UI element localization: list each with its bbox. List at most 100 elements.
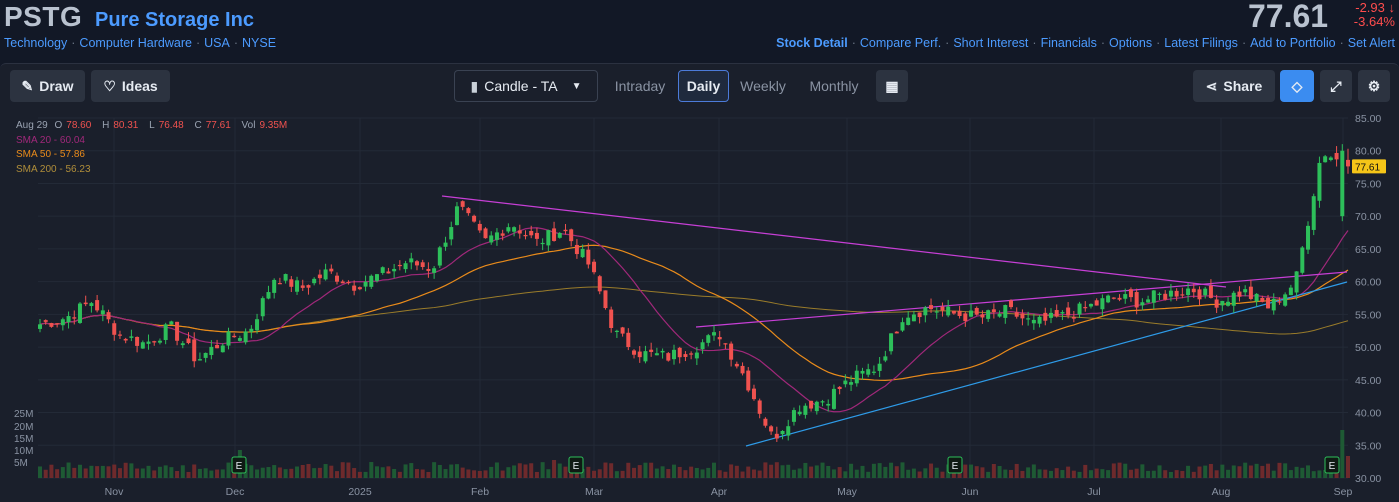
company-name[interactable]: Pure Storage Inc [95, 9, 254, 31]
expand-icon: ⤢ [1330, 77, 1342, 94]
candle-body [295, 280, 300, 292]
volume-bar [889, 462, 894, 478]
volume-bar [751, 469, 756, 478]
tab-intraday[interactable]: Intraday [614, 78, 666, 94]
candle-body [112, 323, 117, 335]
volume-bar [854, 469, 859, 478]
volume-bar [1037, 469, 1042, 478]
volume-bar [563, 466, 568, 478]
calendar-button[interactable]: ▦ [876, 70, 908, 102]
volume-bar [472, 470, 477, 478]
volume-bar [323, 464, 328, 478]
volume-bar [734, 465, 739, 478]
link-options[interactable]: Options [1109, 36, 1153, 50]
sma200-value: 56.23 [65, 163, 91, 175]
candle-body [911, 314, 916, 322]
trendline-channel [695, 271, 1348, 328]
candle-body [540, 242, 545, 245]
candle-body [757, 400, 762, 414]
volume-bar [192, 464, 197, 478]
volume-bar [432, 462, 437, 478]
candle-body [689, 353, 694, 355]
draw-button[interactable]: ✎ Draw [10, 70, 85, 102]
link-set-alert[interactable]: Set Alert [1347, 36, 1395, 50]
link-compare-perf[interactable]: Compare Perf. [859, 36, 942, 50]
category-link[interactable]: NYSE [242, 36, 277, 50]
candle-body [89, 303, 94, 307]
volume-bar [929, 463, 934, 478]
volume-bar [632, 467, 637, 478]
candle-body [335, 275, 340, 282]
volume-bar [49, 464, 54, 478]
link-latest-filings[interactable]: Latest Filings [1164, 36, 1238, 50]
candle-body [1328, 157, 1333, 160]
candle-body [843, 380, 848, 385]
candle-body [260, 298, 265, 317]
volume-bar [1026, 467, 1031, 478]
candle-body [969, 310, 974, 317]
settings-button[interactable]: ⚙ [1358, 70, 1390, 102]
volume-bar [146, 465, 151, 478]
candle-body [1111, 297, 1116, 299]
category-link[interactable]: Computer Hardware [79, 36, 192, 50]
link-short-interest[interactable]: Short Interest [953, 36, 1029, 50]
tab-monthly[interactable]: Monthly [809, 78, 859, 94]
link-add-to-portfolio[interactable]: Add to Portfolio [1250, 36, 1336, 50]
premium-button[interactable]: ◇ [1280, 70, 1314, 102]
volume-bar [1283, 463, 1288, 478]
volume-bar [694, 467, 699, 478]
tab-weekly[interactable]: Weekly [740, 78, 786, 94]
volume-bar [300, 464, 305, 478]
volume-bar [797, 468, 802, 478]
candle-body [791, 410, 796, 422]
volume-bar [774, 462, 779, 478]
last-price: 77.61 [1248, 0, 1329, 34]
share-button[interactable]: ⋖ Share [1193, 70, 1275, 102]
volume-bar [1151, 470, 1156, 478]
candle-body [1009, 300, 1014, 308]
volume-bar [517, 463, 522, 478]
tab-daily[interactable]: Daily [678, 70, 729, 102]
candle-body [466, 208, 471, 214]
x-tick-label: Aug [1212, 486, 1231, 498]
low-label: L [149, 120, 155, 131]
ideas-button[interactable]: ♡ Ideas [91, 70, 170, 102]
volume-bar [569, 470, 574, 478]
down-arrow-icon: ↓ [1388, 0, 1396, 15]
candle-body [432, 268, 437, 273]
candle-body [769, 426, 774, 432]
link-financials[interactable]: Financials [1040, 36, 1097, 50]
candle-body [877, 363, 882, 371]
volume-bar [580, 468, 585, 478]
candle-body [186, 338, 191, 344]
sma50-value: 57.86 [59, 149, 85, 160]
y-tick-label: 60.00 [1355, 277, 1381, 289]
candle-body [197, 359, 202, 361]
candle-body [1248, 286, 1253, 299]
category-link[interactable]: Technology [4, 36, 68, 50]
candle-body [803, 405, 808, 415]
candle-body [129, 336, 134, 338]
candle-body [397, 264, 402, 267]
candle-body [1220, 300, 1225, 306]
candle-body [1306, 225, 1311, 250]
chart-type-select[interactable]: ▮ Candle - TA ▼ [454, 70, 598, 102]
volume-bar [117, 468, 122, 478]
candle-body [77, 303, 82, 323]
chart-panel: ✎ Draw ♡ Ideas ▮ Candle - TA ▼ Intraday Dail… [0, 63, 1399, 502]
volume-bar [534, 471, 539, 478]
volume-bar [1340, 430, 1345, 478]
x-tick-label: 2025 [348, 486, 372, 498]
volume-bar [437, 464, 442, 478]
candle-body [1077, 303, 1082, 315]
candle-body [169, 321, 174, 325]
fullscreen-button[interactable]: ⤢ [1320, 70, 1352, 102]
link-stock-detail[interactable]: Stock Detail [776, 36, 848, 50]
volume-bar [546, 469, 551, 478]
earnings-marker-label: E [952, 461, 959, 472]
volume-bar [1317, 470, 1322, 478]
candle-body [1026, 318, 1031, 320]
candle-body [1283, 294, 1288, 306]
category-link[interactable]: USA [204, 36, 230, 50]
